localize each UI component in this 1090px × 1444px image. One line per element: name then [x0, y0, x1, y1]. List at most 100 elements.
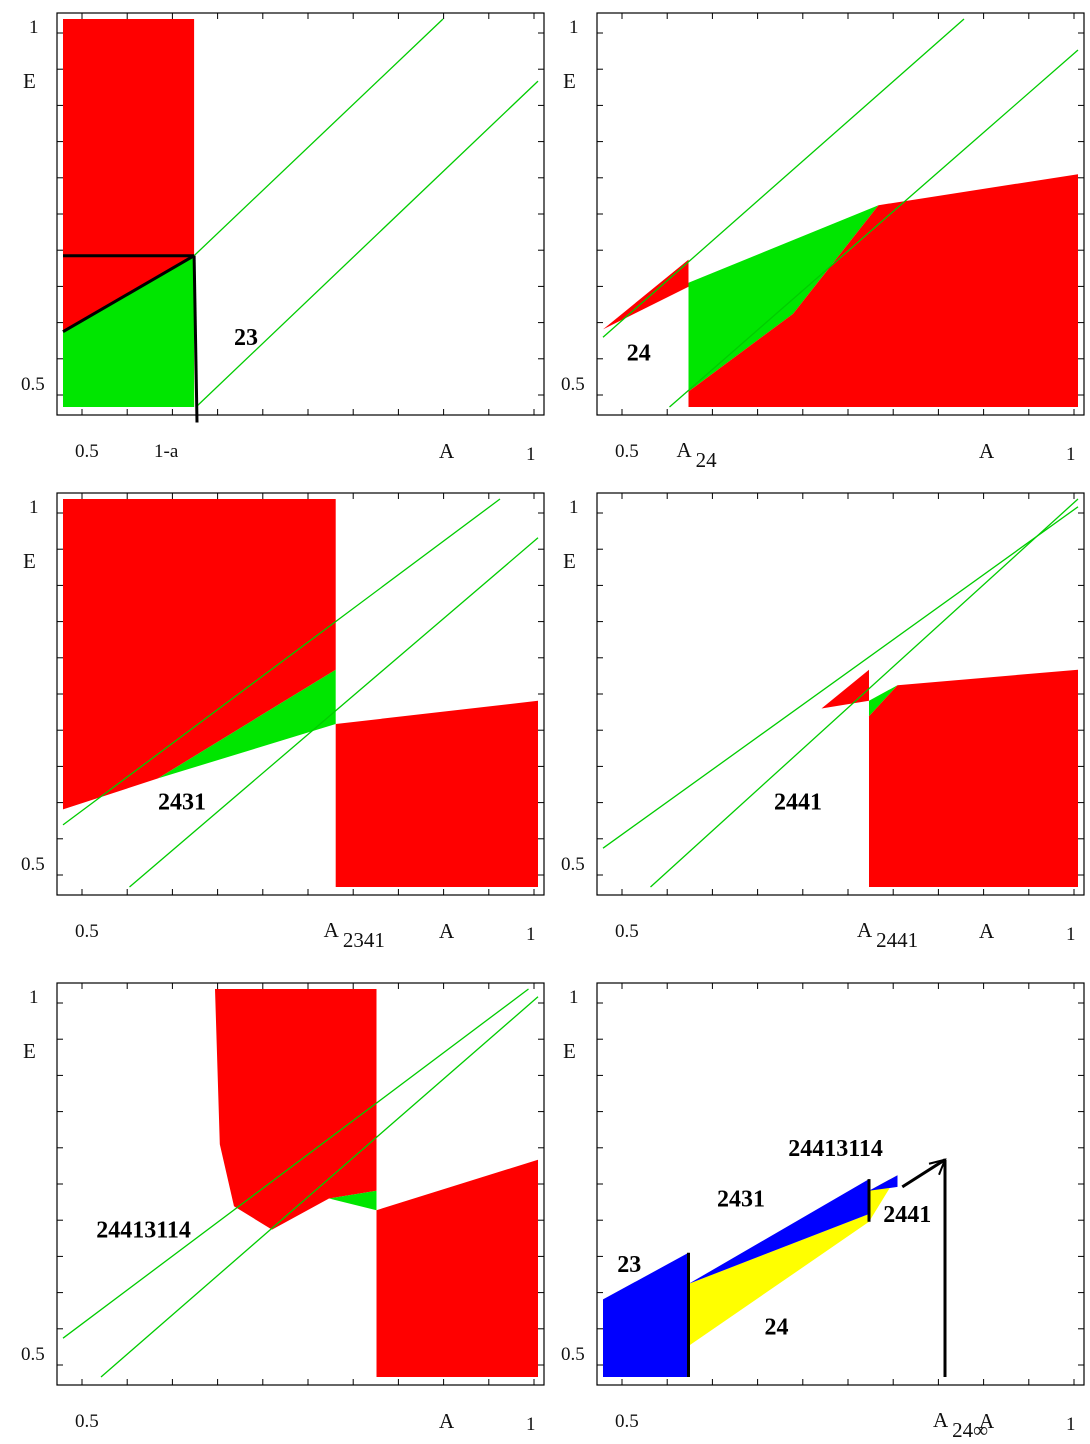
line-greenline-0 — [62, 988, 529, 1339]
region-green-1 — [688, 205, 879, 392]
y-tick-label-top: 1 — [29, 17, 39, 38]
x-tick-label-end: 1 — [1066, 444, 1076, 465]
region-label-24413114: 24413114 — [96, 1217, 191, 1243]
x-axis-label: A — [979, 1409, 995, 1433]
y-tick-label-top: 1 — [29, 987, 39, 1008]
ticks — [57, 983, 544, 1385]
region-green-1 — [158, 669, 336, 779]
sub-tick-base: A — [324, 918, 340, 942]
y-tick-label-bottom: 0.5 — [21, 374, 45, 395]
region-yellow-1 — [688, 1214, 869, 1346]
region-label-2441: 2441 — [774, 789, 822, 815]
ticks — [57, 493, 544, 895]
sub-tick-subscript: 24∞ — [952, 1418, 988, 1442]
y-tick-label-bottom: 0.5 — [561, 854, 585, 875]
line-black-4 — [192, 255, 199, 423]
x-axis-label: A — [439, 439, 455, 463]
y-axis-label: E — [23, 1039, 36, 1063]
x-tick-label-start: 0.5 — [75, 1411, 99, 1432]
x-tick-label-start: 0.5 — [75, 441, 99, 462]
region-label-23: 23 — [617, 1252, 641, 1278]
x-sub-tick-label: A 2341 — [324, 918, 385, 952]
line-greenline-1 — [129, 537, 539, 888]
y-axis-label: E — [563, 549, 576, 573]
region-green-1 — [63, 255, 195, 407]
panel-top-left: 1 E 0.5 0.5 1-a A 1 23 — [21, 12, 545, 465]
line-greenline-0 — [602, 18, 965, 338]
y-tick-label-top: 1 — [569, 497, 579, 518]
sub-tick-subscript: 2441 — [876, 928, 918, 952]
x-tick-label-end: 1 — [526, 444, 536, 465]
x-tick-label-end: 1 — [1066, 1414, 1076, 1435]
region-label-2431: 2431 — [158, 789, 206, 815]
x-axis-label: A — [979, 439, 995, 463]
x-tick-label-1-a: 1-a — [154, 441, 179, 462]
x-tick-label-start: 0.5 — [615, 921, 639, 942]
region-red-0 — [215, 989, 377, 1230]
x-tick-label-end: 1 — [526, 1414, 536, 1435]
region-green-1 — [329, 1190, 377, 1211]
region-blue-0 — [603, 1252, 689, 1377]
sub-tick-base: A — [933, 1408, 949, 1432]
ticks — [597, 493, 1084, 895]
x-sub-tick-label: A 24∞ — [933, 1408, 988, 1442]
region-blue-2 — [688, 1179, 869, 1284]
y-tick-label-top: 1 — [569, 17, 579, 38]
line-greenline-1 — [650, 498, 1079, 888]
x-axis-label: A — [439, 919, 455, 943]
y-axis-label: E — [563, 1039, 576, 1063]
line-greenline-1 — [195, 80, 539, 408]
y-tick-label-bottom: 0.5 — [21, 1344, 45, 1365]
y-axis-label: E — [563, 69, 576, 93]
x-tick-label-start: 0.5 — [615, 1411, 639, 1432]
ticks — [597, 13, 1084, 415]
region-blue-4 — [869, 1175, 898, 1191]
region-red-2 — [688, 174, 1078, 407]
y-axis-label: E — [23, 549, 36, 573]
region-label-24: 24 — [765, 1314, 789, 1340]
x-tick-label-end: 1 — [526, 924, 536, 945]
region-label-2431: 2431 — [717, 1186, 765, 1212]
sub-tick-subscript: 24 — [696, 448, 718, 472]
region-red-0 — [603, 259, 689, 330]
sub-tick-base: A — [677, 438, 693, 462]
region-label-2441: 2441 — [883, 1202, 931, 1228]
line-greenline-0 — [193, 18, 444, 257]
region-red-2 — [869, 669, 1078, 887]
sub-tick-base: A — [857, 918, 873, 942]
y-tick-label-bottom: 0.5 — [561, 1344, 585, 1365]
ticks — [57, 13, 544, 415]
line-greenline-0 — [62, 498, 501, 826]
region-label-24: 24 — [627, 340, 651, 366]
line-greenline-1 — [669, 49, 1079, 408]
region-red-0 — [63, 499, 336, 887]
line-black-3 — [62, 254, 195, 333]
x-tick-label-end: 1 — [1066, 924, 1076, 945]
x-tick-label-start: 0.5 — [615, 441, 639, 462]
region-red-2 — [376, 1159, 538, 1377]
line-black-2 — [901, 1158, 946, 1189]
x-axis-label: A — [979, 919, 995, 943]
x-sub-tick-label: A 2441 — [857, 918, 918, 952]
arrow-head — [928, 1158, 947, 1176]
line-greenline-1 — [100, 996, 539, 1378]
panel-bottom-left: 1 E 0.5 0.5 A 1 24413114 — [21, 982, 545, 1435]
y-tick-label-top: 1 — [29, 497, 39, 518]
y-axis-label: E — [23, 69, 36, 93]
ticks — [597, 983, 1084, 1385]
sub-tick-subscript: 2341 — [343, 928, 385, 952]
region-red-0 — [821, 669, 869, 709]
region-label-24413114: 24413114 — [788, 1136, 883, 1162]
x-tick-label-start: 0.5 — [75, 921, 99, 942]
x-axis-label: A — [439, 1409, 455, 1433]
region-label-23: 23 — [234, 325, 258, 351]
y-tick-label-bottom: 0.5 — [21, 854, 45, 875]
y-tick-label-bottom: 0.5 — [561, 374, 585, 395]
region-red-2 — [335, 700, 538, 887]
x-sub-tick-label: A 24 — [677, 438, 718, 472]
panel-bottom-right: 1 E 0.5 0.5 A 1 A 24∞ 23 2431 24413114 2441 24 — [561, 982, 1085, 1442]
